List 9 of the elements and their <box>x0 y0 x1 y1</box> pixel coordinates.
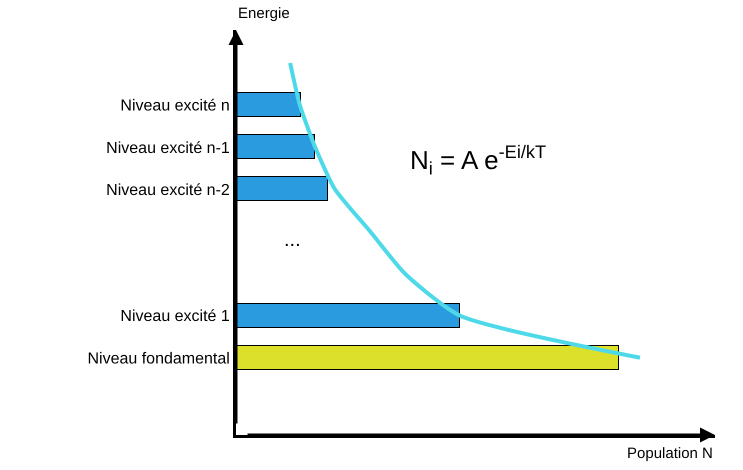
x-axis-title: Population N <box>627 445 713 462</box>
y-tick-label: Niveau excité n <box>120 98 230 115</box>
y-axis-title: Energie <box>238 5 290 22</box>
y-tick-label: Niveau fondamental <box>87 350 230 368</box>
y-tick-label: Niveau excité 1 <box>120 308 230 326</box>
y-tick-label: Niveau excité n-1 <box>106 140 230 157</box>
y-tick-label: Niveau excité n-2 <box>106 182 230 199</box>
annotation: N$_{i}$ = A e$^{-Ei/kT}$ <box>410 142 546 178</box>
annotation: ... <box>284 229 301 251</box>
